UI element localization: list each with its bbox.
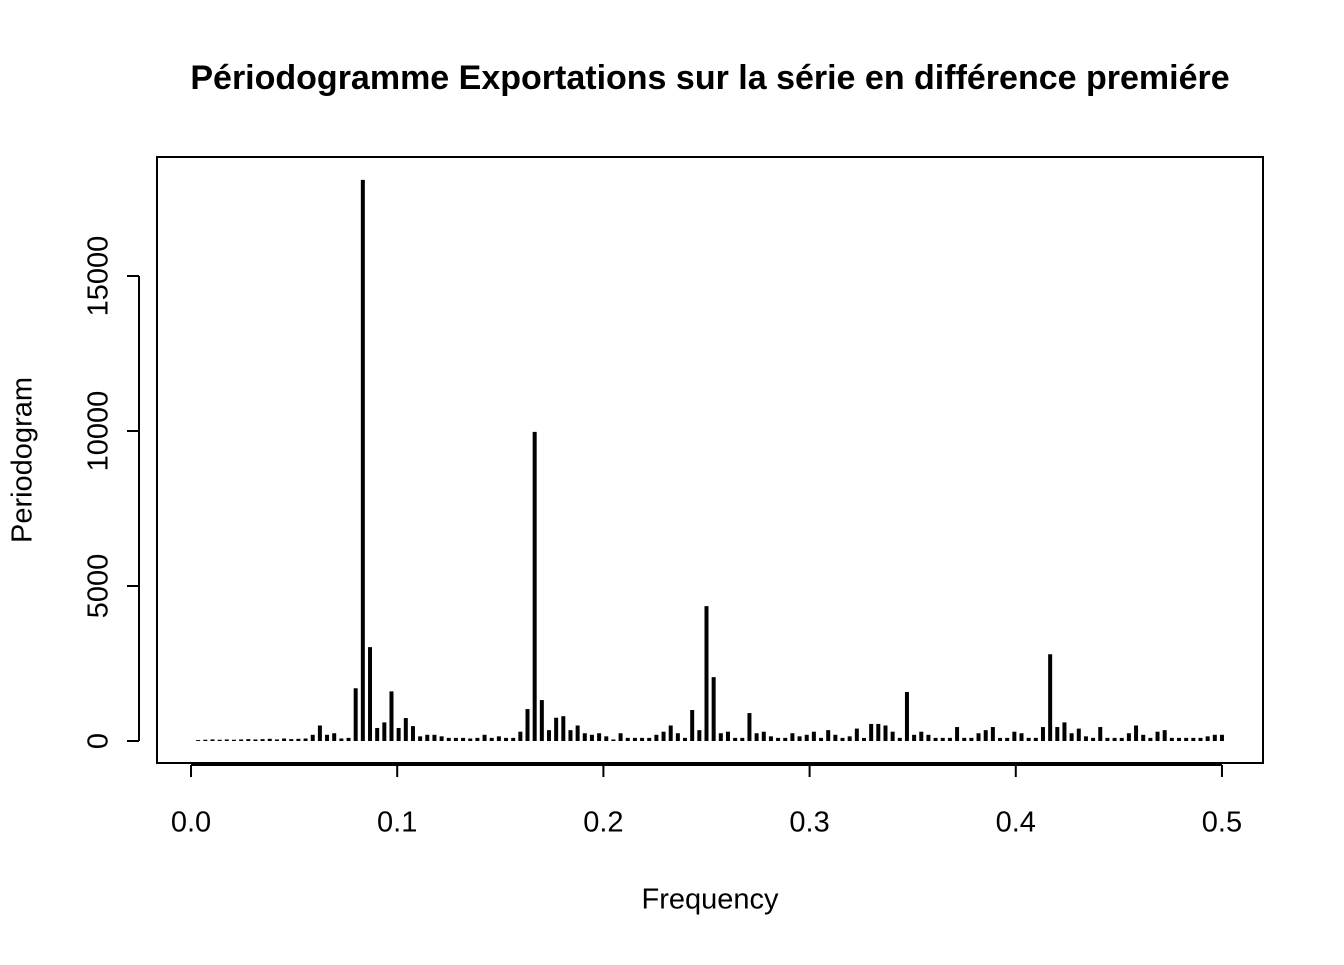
x-tick-label: 0.4: [996, 807, 1036, 839]
y-tick-label: 0: [83, 733, 115, 749]
x-tick-label: 0.0: [171, 807, 211, 839]
x-tick-label: 0.5: [1202, 807, 1242, 839]
y-axis-label: Periodogram: [7, 377, 39, 543]
x-tick-label: 0.3: [789, 807, 829, 839]
x-axis-label: Frequency: [641, 884, 779, 916]
x-tick-label: 0.1: [377, 807, 417, 839]
chart-title: Périodogramme Exportations sur la série …: [190, 59, 1229, 97]
plot-box: [156, 156, 1264, 764]
x-tick-label: 0.2: [583, 807, 623, 839]
y-tick-label: 10000: [83, 391, 115, 472]
y-tick-label: 5000: [83, 554, 115, 619]
y-tick-label: 15000: [83, 236, 115, 317]
